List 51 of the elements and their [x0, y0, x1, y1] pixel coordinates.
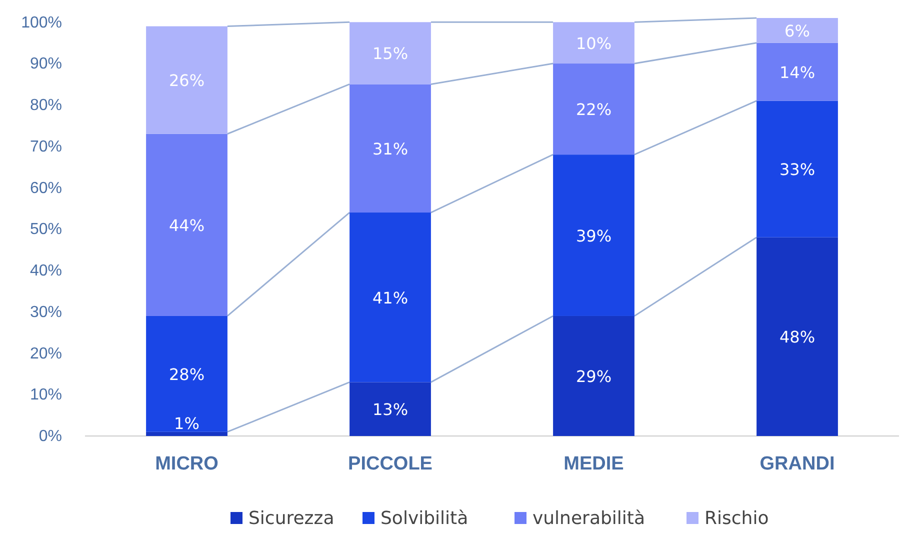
legend-label: Rischio	[704, 508, 769, 529]
x-tick-label: MICRO	[155, 453, 218, 474]
bar	[756, 100, 838, 238]
y-tick-label: 40%	[30, 262, 62, 280]
bar	[146, 134, 228, 316]
data-label: 31%	[372, 139, 408, 158]
y-tick-label: 50%	[30, 221, 62, 238]
bar	[756, 18, 838, 43]
y-tick-label: 100%	[21, 14, 62, 32]
data-label: 44%	[168, 216, 205, 235]
bar	[146, 316, 228, 432]
bar	[146, 26, 228, 134]
bar	[350, 382, 431, 436]
x-tick-label: PICCOLE	[348, 453, 432, 474]
data-label: 41%	[372, 288, 408, 308]
y-tick-label: 20%	[30, 345, 62, 362]
y-tick-label: 10%	[30, 386, 62, 404]
data-label: 1%	[174, 414, 200, 433]
bar	[146, 432, 228, 436]
data-label: 13%	[372, 400, 408, 420]
legend-label: vulnerabilità	[532, 508, 645, 529]
bar	[756, 42, 838, 101]
bar	[756, 237, 838, 436]
bar	[553, 154, 634, 316]
y-tick-label: 70%	[30, 138, 62, 156]
data-label: 14%	[779, 62, 816, 82]
legend-label: Sicurezza	[248, 508, 334, 529]
data-label: 15%	[372, 44, 408, 64]
y-tick-label: 60%	[30, 180, 62, 197]
bar	[350, 84, 431, 213]
data-label: 48%	[779, 328, 816, 347]
y-tick-label: 30%	[30, 304, 62, 321]
bar	[553, 22, 634, 64]
bar	[350, 212, 431, 382]
legend-label: Solvibilità	[380, 508, 468, 529]
data-label: 26%	[168, 71, 205, 90]
data-label: 28%	[168, 364, 205, 384]
bar	[350, 22, 431, 84]
data-label: 39%	[576, 226, 612, 246]
bar	[553, 316, 634, 436]
data-label: 29%	[576, 366, 612, 386]
y-tick-label: 80%	[30, 97, 62, 114]
bar	[553, 64, 634, 155]
x-tick-label: GRANDI	[760, 453, 835, 474]
data-label: 6%	[784, 21, 810, 40]
data-label: 33%	[779, 160, 816, 180]
y-tick-label: 0%	[38, 428, 62, 446]
x-tick-label: MEDIE	[564, 453, 624, 474]
y-tick-label: 90%	[30, 56, 62, 73]
data-label: 10%	[576, 34, 612, 53]
data-label: 22%	[576, 100, 612, 120]
